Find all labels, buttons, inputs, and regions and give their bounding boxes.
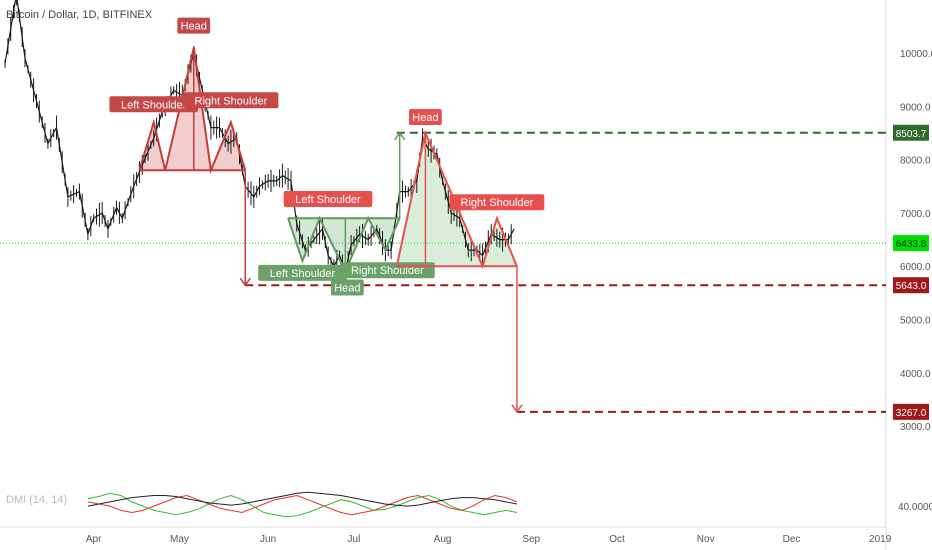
- pattern-label-left-shoulder: Left Shoulder: [270, 268, 336, 280]
- pattern-label-head-bg: [330, 279, 364, 296]
- price-level-badge-label: 6433.8: [896, 239, 927, 250]
- x-tick-label: May: [170, 534, 189, 545]
- pattern-label-left-shoulder-bg: [283, 191, 373, 207]
- x-tick-label: Apr: [86, 534, 102, 545]
- x-tick-label: 2019: [869, 534, 892, 545]
- patterns-layer: Left Shoulder Head Right Shoulder Left Shou…: [109, 17, 545, 414]
- chart-title: Bitcoin / Dollar, 1D, BITFINEX: [6, 9, 153, 21]
- target-arrow-head: [394, 131, 406, 141]
- y-tick-label: 7000.0: [900, 209, 931, 220]
- x-tick-label: Sep: [522, 534, 540, 545]
- x-tick-label: Aug: [434, 534, 452, 545]
- pattern-label-head: Head: [412, 112, 438, 124]
- axes-layer: 3000.0 4000.0 5000.0 6000.0 7000.0 8000.0 9000…: [86, 49, 932, 545]
- price-level-badge: [893, 403, 929, 420]
- pattern-label-head: Head: [334, 283, 360, 295]
- pattern-label-head-bg: [409, 108, 442, 125]
- price-level-badge: [893, 124, 929, 141]
- pattern-label-right-shoulder-bg: [183, 92, 279, 109]
- target-arrow-head: [239, 277, 251, 287]
- pattern-label-head: Head: [181, 21, 207, 33]
- x-tick-label: Jun: [260, 534, 276, 545]
- x-tick-label: Oct: [609, 534, 625, 545]
- price-level-badge-label: 8503.7: [896, 129, 927, 140]
- y-tick-label: 9000.0: [900, 102, 931, 113]
- price-level-badge-label: 3267.0: [896, 408, 927, 419]
- pattern-label-right-shoulder-bg: [449, 194, 545, 211]
- y-tick-label: 4000.0: [900, 369, 931, 380]
- indicator-line-adx: [87, 491, 517, 507]
- pattern-fill: [396, 132, 517, 267]
- x-tick-label: Jul: [348, 534, 361, 545]
- price-level-badge-label: 5643.0: [896, 281, 927, 292]
- pattern-label-right-shoulder: Right Shoulder: [195, 95, 268, 107]
- pattern-label-left-shoulder: Left Shoulder: [121, 99, 187, 111]
- price-level-badge: [893, 235, 929, 252]
- indicator-line-di: [87, 494, 518, 516]
- price-level-badge: [893, 277, 929, 294]
- pattern-fill: [288, 218, 400, 272]
- indicator-y-tick-label: 40.0000: [898, 502, 932, 513]
- pattern-label-right-shoulder: Right Shoulder: [351, 265, 424, 277]
- pattern-label-left-shoulder-bg: [258, 264, 347, 281]
- y-tick-label: 6000.0: [900, 262, 931, 273]
- price-badges-layer: 8503.7 6433.8 5643.0 3267.0: [893, 124, 929, 420]
- y-tick-label: 5000.0: [900, 316, 931, 327]
- x-tick-label: Dec: [783, 534, 801, 545]
- pattern-label-head-bg: [177, 17, 211, 34]
- y-tick-label: 8000.0: [900, 156, 931, 167]
- indicator-title: DMI (14, 14): [6, 494, 67, 506]
- pattern-label-left-shoulder-bg: [109, 96, 199, 113]
- indicator-layer: DMI (14, 14) 40.0000: [6, 491, 932, 518]
- y-tick-label: 10000.0: [900, 49, 932, 60]
- x-tick-label: Nov: [697, 534, 715, 545]
- target-arrow-head: [511, 404, 523, 414]
- pattern-label-left-shoulder: Left Shoulder: [295, 194, 361, 206]
- indicator-line-di: [87, 492, 517, 518]
- pattern-label-right-shoulder: Right Shoulder: [461, 197, 534, 209]
- y-tick-label: 3000.0: [900, 422, 931, 433]
